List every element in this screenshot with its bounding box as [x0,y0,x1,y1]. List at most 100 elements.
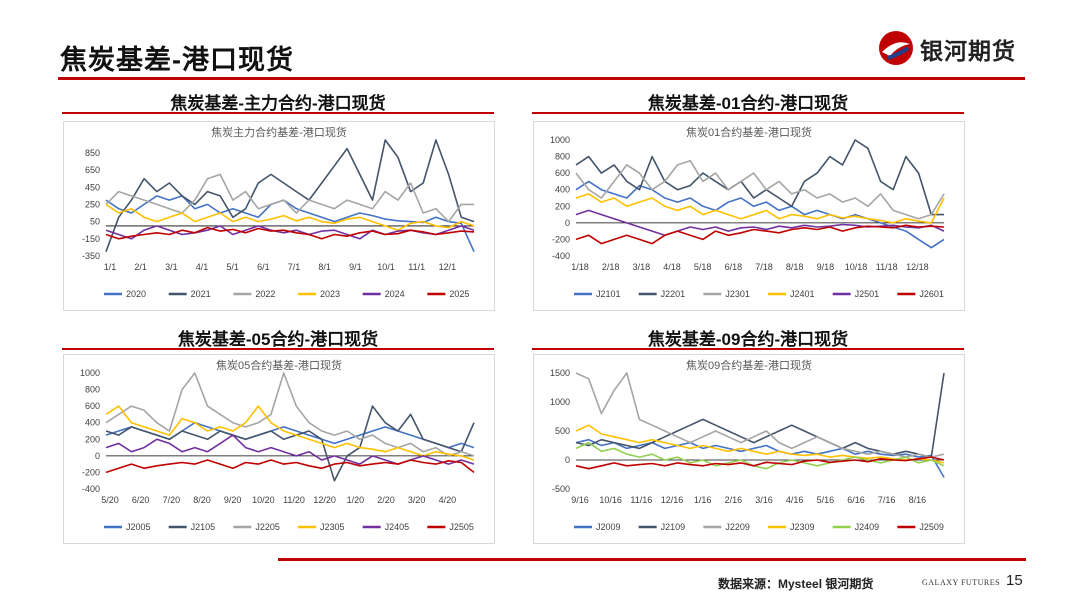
chart-05-contract: 焦炭05合约基差-港口现货 -400 -200 0 200 400 600 800 1000 5/… [63,354,495,544]
x-tick-label: 10/16 [599,495,622,505]
x-tick-label: 3/20 [408,495,426,505]
brand-logo: 银河期货 [876,28,1036,70]
legend-label: J2105 [191,522,216,532]
y-tick-label: 800 [555,152,570,162]
y-tick-label: 400 [555,185,570,195]
series-line-J2509 [575,456,945,470]
series-line-J2301 [575,159,945,220]
x-tick-label: 1/1 [104,262,117,272]
legend-label: J2401 [790,289,815,299]
y-tick-label: 200 [85,434,100,444]
x-tick-label: 7/20 [163,495,181,505]
panel-header-09: 焦炭基差-09合约-港口现货 [647,330,849,349]
series-line-J2601 [575,224,945,245]
y-tick-label: 1000 [80,368,100,378]
x-tick-label: 4/16 [786,495,804,505]
series-line-J2401 [575,193,945,224]
series-line-J2309 [575,424,945,464]
legend-label: J2201 [661,289,686,299]
series-line-J2501 [575,209,945,237]
chart-title: 焦炭09合约基差-港口现货 [686,358,812,372]
x-tick-label: 5/16 [817,495,835,505]
x-tick-label: 5/18 [694,262,712,272]
x-tick-label: 6/18 [725,262,743,272]
panel-rule-01 [532,112,964,114]
series-line-J2505 [105,459,475,474]
x-tick-label: 9/18 [817,262,835,272]
y-tick-label: 50 [90,217,100,227]
y-tick-label: 600 [85,401,100,411]
y-tick-label: 1000 [550,397,570,407]
x-tick-label: 7/1 [288,262,301,272]
x-tick-label: 5/1 [226,262,239,272]
y-tick-label: 450 [85,182,100,192]
x-tick-label: 8/16 [909,495,927,505]
y-tick-label: 200 [555,201,570,211]
series-line-J2201 [575,139,944,216]
y-tick-label: -350 [82,251,100,261]
y-tick-label: -500 [552,484,570,494]
chart-main-contract: 焦炭主力合约基差-港口现货 -350 -150 50 250 450 650 850 1/1 2/… [63,121,495,311]
series-line-2024 [105,225,475,240]
y-tick-label: 0 [565,218,570,228]
y-tick-label: 250 [85,199,100,209]
x-tick-label: 2/20 [377,495,395,505]
panel-header-main: 焦炭基差-主力合约-港口现货 [170,94,386,113]
legend-label: 2023 [320,289,340,299]
panel-rule-09 [532,348,964,350]
legend-label: J2009 [596,522,621,532]
chart-svg-main: 焦炭主力合约基差-港口现货 -350 -150 50 250 450 650 850 1/1 2/… [82,125,475,299]
legend-label: J2505 [449,522,474,532]
chart-svg-09: 焦炭09合约基差-港口现货 -500 0 500 1000 1500 9/16 10/16 11… [550,358,945,532]
page-title: 焦炭基差-港口现货 [60,45,294,75]
chart-title: 焦炭主力合约基差-港口现货 [211,125,347,139]
x-tick-label: 11/16 [630,495,652,505]
y-tick-label: -150 [82,234,100,244]
x-tick-label: 1/16 [694,495,712,505]
x-tick-label: 4/20 [439,495,457,505]
legend-label: 2024 [385,289,405,299]
legend-label: J2205 [255,522,280,532]
legend-label: J2405 [385,522,410,532]
x-tick-label: 11/20 [283,495,305,505]
x-tick-label: 12/20 [313,495,336,505]
series-line-J2405 [105,434,475,465]
legend-label: 2020 [126,289,146,299]
footer-rule [278,558,1026,561]
y-tick-label: 650 [85,165,100,175]
x-tick-label: 4/18 [663,262,681,272]
y-tick-label: 800 [85,385,100,395]
series-line-2025 [105,226,475,240]
series-line-J2305 [105,405,475,461]
data-source: 数据来源：Mysteel 银河期货 [718,577,874,591]
series-line-J2105 [105,405,475,482]
series-line-2020 [105,195,475,253]
chart-svg-05: 焦炭05合约基差-港口现货 -400 -200 0 200 400 600 800 1000 5/… [80,358,475,532]
x-tick-label: 7/18 [755,262,773,272]
panel-rule-05 [62,348,494,350]
x-tick-label: 12/18 [906,262,929,272]
x-tick-label: 8/1 [318,262,331,272]
x-tick-label: 6/1 [257,262,270,272]
series-line-2021 [105,139,475,252]
y-tick-label: 600 [555,168,570,178]
x-tick-label: 3/1 [165,262,178,272]
x-tick-label: 12/16 [661,495,684,505]
x-tick-label: 9/16 [571,495,589,505]
chart-01-contract: 焦炭01合约基差-港口现货 -400 -200 0 200 400 600 800 1000 1/… [533,121,965,311]
y-tick-label: -400 [82,484,100,494]
x-tick-label: 9/1 [349,262,362,272]
y-tick-label: -400 [552,251,570,261]
page-number: 15 [1006,572,1023,589]
y-tick-label: 500 [555,426,570,436]
series-line-J2101 [575,180,945,249]
series-line-J2205 [105,372,475,457]
x-tick-label: 2/16 [725,495,743,505]
legend-label: 2021 [191,289,211,299]
y-tick-label: 0 [565,455,570,465]
logo-text: 银河期货 [920,38,1016,64]
y-tick-label: -200 [552,234,570,244]
x-tick-label: 1/20 [347,495,365,505]
x-tick-label: 6/16 [847,495,865,505]
x-tick-label: 12/1 [439,262,457,272]
